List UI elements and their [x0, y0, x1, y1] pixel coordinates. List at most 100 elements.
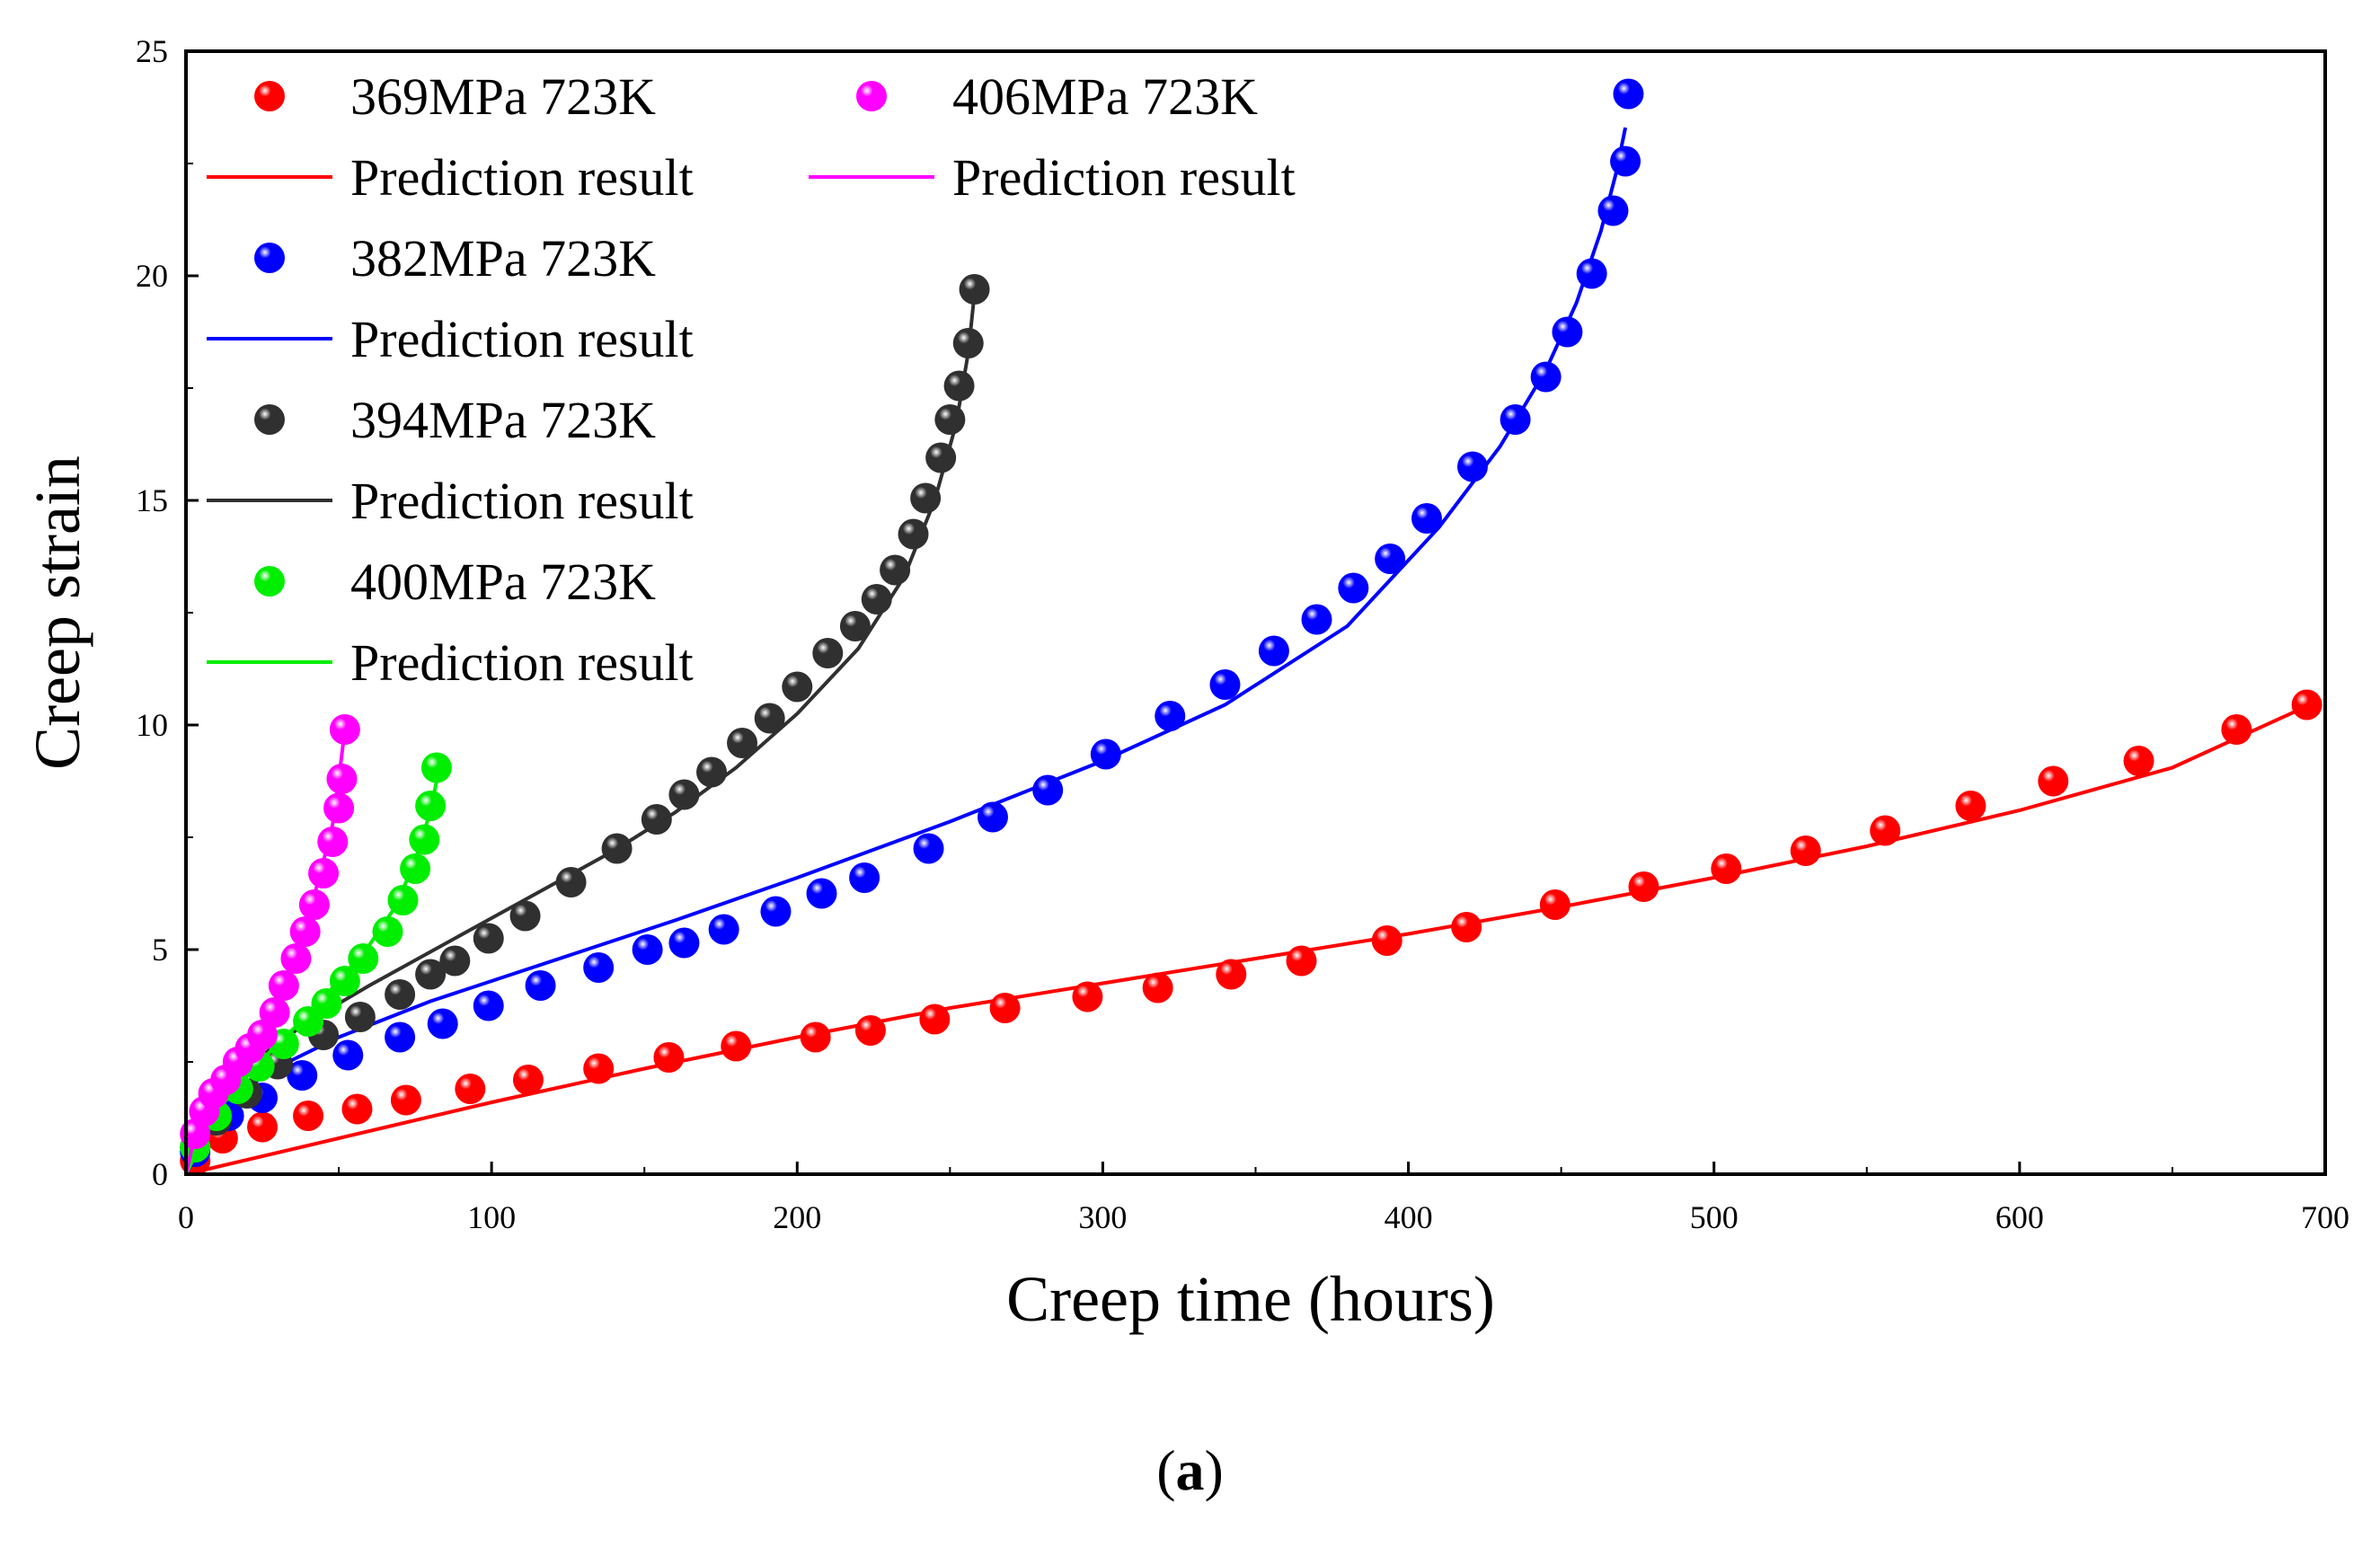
data-point-369mpa-723k	[293, 1101, 324, 1131]
data-point-400mpa-723k	[348, 943, 379, 974]
data-point-369mpa-723k	[2221, 714, 2252, 745]
legend-label-394mpa-723k: 394MPa 723K	[350, 391, 656, 449]
data-point-406mpa-723k	[289, 916, 321, 947]
legend-entry-382mpa-723k: 382MPa 723K Prediction result	[207, 229, 694, 368]
data-point-369mpa-723k	[854, 1015, 886, 1046]
plot-frame	[184, 49, 2327, 1176]
data-point-369mpa-723k	[1790, 835, 1821, 866]
data-point-382mpa-723k	[977, 801, 1008, 833]
legend: 369MPa 723K Prediction result 382MPa 723K P…	[207, 67, 1296, 692]
data-point-382mpa-723k	[583, 952, 615, 983]
data-point-394mpa-723k	[782, 671, 813, 703]
data-point-369mpa-723k	[721, 1030, 752, 1062]
legend-marker-382mpa-723k	[254, 243, 285, 273]
data-point-382mpa-723k	[1411, 503, 1442, 534]
y-tick-label: 10	[136, 707, 168, 743]
data-point-394mpa-723k	[555, 867, 587, 897]
data-point-369mpa-723k	[1628, 871, 1659, 902]
data-point-394mpa-723k	[952, 328, 984, 358]
x-tick-label: 700	[2301, 1199, 2349, 1235]
data-point-394mpa-723k	[385, 979, 416, 1010]
y-tick-label: 5	[152, 932, 168, 968]
legend-marker-369mpa-723k	[254, 81, 285, 111]
data-point-406mpa-723k	[323, 792, 355, 824]
data-point-394mpa-723k	[898, 518, 929, 550]
data-point-369mpa-723k	[390, 1084, 421, 1116]
axes-layer: 0 100 200 300 400 500 600 700 0 5 10 15 20 25	[136, 33, 2349, 1235]
data-point-382mpa-723k	[806, 878, 837, 909]
x-tick-label: 0	[178, 1199, 194, 1235]
data-point-369mpa-723k	[1286, 945, 1317, 977]
data-point-400mpa-723k	[372, 916, 403, 947]
caption-close: )	[1204, 1438, 1224, 1502]
legend-entry-406mpa-723k: 406MPa 723K Prediction result	[809, 67, 1296, 207]
legend-prediction-label-406mpa-723k: Prediction result	[952, 148, 1296, 207]
data-point-382mpa-723k	[287, 1060, 318, 1091]
data-point-369mpa-723k	[2038, 765, 2069, 797]
data-point-369mpa-723k	[1371, 925, 1402, 956]
data-point-369mpa-723k	[2123, 746, 2154, 776]
data-point-382mpa-723k	[1032, 774, 1064, 806]
data-point-382mpa-723k	[849, 862, 880, 893]
data-point-369mpa-723k	[512, 1065, 544, 1095]
data-point-382mpa-723k	[1209, 669, 1241, 700]
data-point-382mpa-723k	[473, 990, 504, 1021]
data-point-369mpa-723k	[2291, 689, 2322, 721]
data-point-382mpa-723k	[1530, 361, 1562, 393]
x-tick-label: 600	[1995, 1199, 2044, 1235]
data-point-382mpa-723k	[1258, 635, 1289, 667]
data-point-369mpa-723k	[1142, 972, 1173, 1003]
data-point-382mpa-723k	[1090, 738, 1121, 770]
y-tick-label: 20	[136, 258, 168, 294]
legend-entry-394mpa-723k: 394MPa 723K Prediction result	[207, 391, 694, 530]
data-point-394mpa-723k	[415, 959, 447, 990]
legend-prediction-label-394mpa-723k: Prediction result	[350, 472, 694, 530]
data-point-394mpa-723k	[473, 923, 504, 954]
legend-label-406mpa-723k: 406MPa 723K	[952, 67, 1258, 126]
x-tick-label: 400	[1385, 1199, 1433, 1235]
data-point-382mpa-723k	[668, 927, 700, 959]
data-point-394mpa-723k	[910, 482, 942, 514]
data-point-382mpa-723k	[1375, 544, 1406, 574]
data-point-394mpa-723k	[959, 274, 990, 305]
data-point-369mpa-723k	[800, 1021, 831, 1053]
data-point-400mpa-723k	[329, 966, 360, 996]
data-point-369mpa-723k	[1711, 853, 1742, 884]
series-layer	[180, 78, 2322, 1176]
data-point-406mpa-723k	[317, 827, 349, 857]
data-point-369mpa-723k	[341, 1093, 373, 1125]
prediction-line-382mpa-723k	[184, 127, 1628, 1175]
data-point-394mpa-723k	[839, 611, 871, 641]
data-point-394mpa-723k	[812, 638, 844, 668]
x-tick-label: 300	[1078, 1199, 1127, 1235]
data-point-394mpa-723k	[668, 779, 700, 810]
data-point-382mpa-723k	[332, 1039, 364, 1071]
data-point-382mpa-723k	[1613, 78, 1644, 110]
data-point-382mpa-723k	[1576, 258, 1607, 289]
data-point-382mpa-723k	[708, 914, 739, 945]
data-point-394mpa-723k	[344, 1002, 376, 1032]
prediction-line-369mpa-723k	[185, 703, 2311, 1176]
y-axis-title: Creep strain	[22, 455, 93, 770]
x-axis-title: Creep time (hours)	[1006, 1263, 1495, 1335]
caption-open: (	[1156, 1438, 1176, 1502]
data-point-369mpa-723k	[1870, 815, 1901, 846]
data-point-382mpa-723k	[1457, 451, 1489, 482]
legend-label-369mpa-723k: 369MPa 723K	[350, 67, 656, 126]
legend-entry-400mpa-723k: 400MPa 723K Prediction result	[207, 553, 694, 692]
data-point-406mpa-723k	[259, 997, 290, 1028]
legend-marker-406mpa-723k	[856, 81, 887, 111]
data-point-406mpa-723k	[298, 889, 330, 920]
data-point-382mpa-723k	[760, 896, 792, 927]
data-point-394mpa-723k	[880, 554, 911, 586]
data-point-382mpa-723k	[1552, 316, 1583, 348]
data-point-394mpa-723k	[439, 945, 471, 977]
y-tick-label: 0	[152, 1156, 168, 1192]
data-point-394mpa-723k	[934, 404, 966, 435]
data-point-406mpa-723k	[326, 764, 358, 794]
data-point-369mpa-723k	[1451, 912, 1482, 942]
data-point-382mpa-723k	[525, 970, 556, 1001]
data-point-382mpa-723k	[1301, 604, 1332, 635]
data-point-369mpa-723k	[1539, 889, 1570, 920]
